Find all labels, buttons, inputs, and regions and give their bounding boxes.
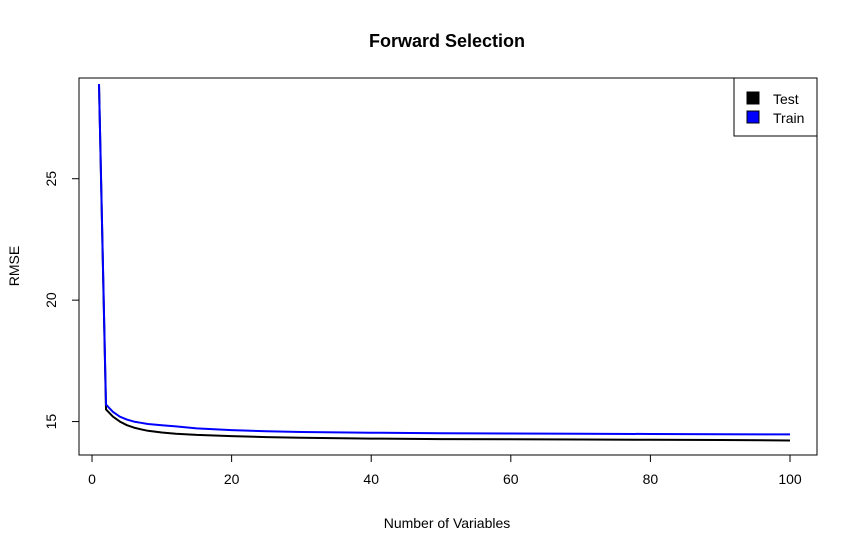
legend: Test Train — [733, 77, 818, 137]
y-tick-label: 25 — [43, 171, 59, 187]
series-line-train — [98, 83, 791, 436]
y-axis: 15 20 25 — [43, 171, 80, 430]
x-tick-label: 20 — [224, 471, 240, 487]
y-tick-label: 20 — [43, 292, 59, 308]
legend-box — [733, 77, 818, 137]
legend-swatch-test — [746, 91, 760, 105]
legend-label-train: Train — [773, 110, 804, 126]
x-axis: 0 20 40 60 80 100 — [88, 454, 802, 487]
chart-title: Forward Selection — [369, 31, 525, 51]
series-layer — [98, 83, 791, 442]
y-tick-label: 15 — [43, 414, 59, 430]
x-tick-label: 40 — [363, 471, 379, 487]
x-tick-label: 60 — [503, 471, 519, 487]
y-axis-label: RMSE — [6, 246, 22, 286]
x-tick-label: 100 — [778, 471, 802, 487]
series-line-test — [98, 83, 791, 442]
x-tick-label: 0 — [88, 471, 96, 487]
x-axis-label: Number of Variables — [384, 515, 511, 531]
plot-frame — [78, 77, 818, 456]
x-tick-label: 80 — [643, 471, 659, 487]
legend-swatch-train — [746, 110, 760, 124]
legend-label-test: Test — [773, 91, 799, 107]
